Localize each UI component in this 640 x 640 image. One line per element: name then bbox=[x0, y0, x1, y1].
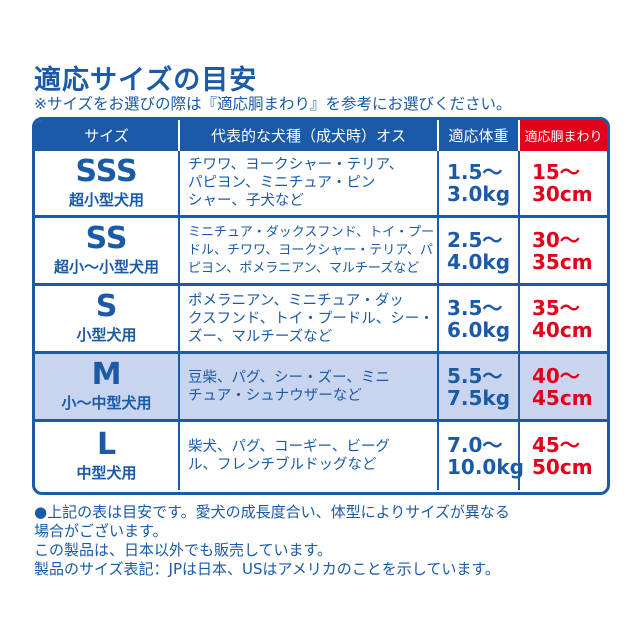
breed-line: チワワ、ヨークシャー・テリア、 bbox=[188, 157, 404, 173]
header-weight: 適応体重 bbox=[439, 120, 520, 151]
weight-min: 1.5～ bbox=[447, 160, 503, 184]
breed-line: クスフンド、トイ・プードル、シー・ bbox=[188, 310, 434, 327]
girth-cell: 40～ 45cm bbox=[520, 354, 607, 419]
girth-min: 15～ bbox=[532, 160, 580, 184]
breeds-cell: チワワ、ヨークシャー・テリア、 パピヨン、ミニチュア・ピン シャー、子犬など bbox=[180, 151, 439, 215]
table-row: L 中型犬用 柴犬、パグ、コーギー、ビーグ ル、フレンチブルドッグなど 7.0～ … bbox=[35, 422, 607, 490]
girth-max: 30cm bbox=[532, 182, 593, 206]
girth-min: 45～ bbox=[532, 433, 580, 457]
size-use: 小型犬用 bbox=[76, 326, 137, 344]
breed-line: ズー、マルチーズなど bbox=[188, 328, 333, 345]
size-cell: M 小～中型犬用 bbox=[35, 354, 180, 419]
girth-cell: 15～ 30cm bbox=[520, 151, 607, 215]
breeds-cell: ミニチュア・ダックスフンド、トイ・プー ドル、チワワ、ヨークシャー・テリア、パ ピヨ… bbox=[180, 218, 439, 283]
page-title: 適応サイズの目安 bbox=[34, 65, 258, 96]
breed-line: ポメラニアン、ミニチュア・ダッ bbox=[188, 292, 404, 309]
weight-min: 7.0～ bbox=[447, 433, 503, 457]
girth-max: 35cm bbox=[532, 249, 593, 274]
girth-min: 30～ bbox=[532, 227, 580, 252]
girth-cell: 30～ 35cm bbox=[520, 218, 607, 283]
breed-line: ル、フレンチブルドッグなど bbox=[188, 457, 377, 473]
breed-line: ピヨン、ポメラニアン、マルチーズなど bbox=[188, 260, 420, 276]
weight-min: 3.5～ bbox=[447, 295, 503, 320]
weight-cell: 3.5～ 6.0kg bbox=[439, 286, 520, 351]
size-label: M bbox=[91, 357, 122, 392]
weight-max: 10.0kg bbox=[447, 455, 524, 479]
breed-line: パピヨン、ミニチュア・ピン bbox=[188, 175, 376, 191]
breeds-cell: 豆柴、パグ、シー・ズー、ミニ チュア・シュナウザーなど bbox=[180, 354, 439, 419]
table-row: S 小型犬用 ポメラニアン、ミニチュア・ダッ クスフンド、トイ・プードル、シー・ズ… bbox=[35, 286, 607, 354]
size-use: 小～中型犬用 bbox=[61, 394, 152, 412]
selection-note: ※サイズをお選びの際は『適応胴まわり』を参考にお選びください。 bbox=[34, 95, 512, 113]
header-breeds: 代表的な犬種（成犬時）オス bbox=[180, 120, 439, 151]
size-cell: SSS 超小型犬用 bbox=[35, 151, 180, 215]
breeds-cell: 柴犬、パグ、コーギー、ビーグ ル、フレンチブルドッグなど bbox=[180, 422, 439, 490]
table-row: SSS 超小型犬用 チワワ、ヨークシャー・テリア、 パピヨン、ミニチュア・ピン シャ… bbox=[35, 151, 607, 218]
size-cell: S 小型犬用 bbox=[35, 286, 180, 351]
size-cell: SS 超小～小型犬用 bbox=[35, 218, 180, 283]
size-label: SSS bbox=[75, 153, 138, 189]
weight-max: 4.0kg bbox=[447, 249, 511, 274]
size-label: L bbox=[96, 426, 117, 462]
breed-line: 豆柴、パグ、シー・ズー、ミニ bbox=[188, 369, 390, 386]
girth-max: 45cm bbox=[532, 385, 593, 410]
size-label: SS bbox=[85, 221, 128, 256]
breed-line: ドル、チワワ、ヨークシャー・テリア、パ bbox=[188, 242, 433, 258]
size-use: 超小～小型犬用 bbox=[53, 258, 159, 276]
girth-min: 35～ bbox=[532, 295, 580, 320]
size-use: 超小型犬用 bbox=[68, 190, 144, 209]
breed-line: ミニチュア・ダックスフンド、トイ・プー bbox=[188, 224, 435, 240]
weight-cell: 7.0～ 10.0kg bbox=[439, 422, 524, 490]
weight-min: 5.5～ bbox=[447, 363, 503, 388]
breed-line: 柴犬、パグ、コーギー、ビーグ bbox=[188, 439, 390, 455]
header-girth: 適応胴まわり bbox=[520, 120, 607, 151]
size-cell: L 中型犬用 bbox=[35, 422, 180, 490]
girth-cell: 35～ 40cm bbox=[520, 286, 607, 351]
girth-max: 50cm bbox=[532, 455, 593, 479]
size-label: S bbox=[95, 289, 118, 324]
weight-cell: 5.5～ 7.5kg bbox=[439, 354, 520, 419]
footer-line: この製品は、日本以外でも販売しています。 bbox=[34, 541, 333, 559]
table-row: SS 超小～小型犬用 ミニチュア・ダックスフンド、トイ・プー ドル、チワワ、ヨーク… bbox=[35, 218, 607, 286]
weight-max: 3.0kg bbox=[447, 182, 511, 206]
breed-line: チュア・シュナウザーなど bbox=[188, 387, 362, 404]
header-size: サイズ bbox=[35, 120, 180, 151]
girth-max: 40cm bbox=[532, 317, 593, 342]
girth-cell: 45～ 50cm bbox=[520, 422, 607, 490]
table-row: M 小～中型犬用 豆柴、パグ、シー・ズー、ミニ チュア・シュナウザーなど 5.5～… bbox=[35, 354, 607, 422]
table-header: サイズ 代表的な犬種（成犬時）オス 適応体重 適応胴まわり bbox=[35, 120, 607, 151]
weight-cell: 1.5～ 3.0kg bbox=[439, 151, 520, 215]
footer-line: 場合がございます。 bbox=[34, 522, 168, 540]
footer-line: 製品のサイズ表記：JPは日本、USはアメリカのことを示しています。 bbox=[34, 560, 500, 578]
girth-min: 40～ bbox=[532, 363, 580, 388]
weight-max: 6.0kg bbox=[447, 317, 511, 342]
weight-min: 2.5～ bbox=[447, 227, 503, 252]
footer-line: ●上記の表は目安です。愛犬の成長度合い、体型によりサイズが異なる bbox=[34, 503, 510, 521]
breeds-cell: ポメラニアン、ミニチュア・ダッ クスフンド、トイ・プードル、シー・ ズー、マルチーズ… bbox=[180, 286, 439, 351]
size-use: 中型犬用 bbox=[76, 463, 137, 482]
footer-notes: ●上記の表は目安です。愛犬の成長度合い、体型によりサイズが異なる 場合がございま… bbox=[34, 503, 510, 579]
size-table: サイズ 代表的な犬種（成犬時）オス 適応体重 適応胴まわり SSS 超小型犬用 … bbox=[32, 117, 610, 495]
weight-max: 7.5kg bbox=[447, 385, 511, 410]
breed-line: シャー、子犬など bbox=[188, 193, 304, 209]
weight-cell: 2.5～ 4.0kg bbox=[439, 218, 520, 283]
